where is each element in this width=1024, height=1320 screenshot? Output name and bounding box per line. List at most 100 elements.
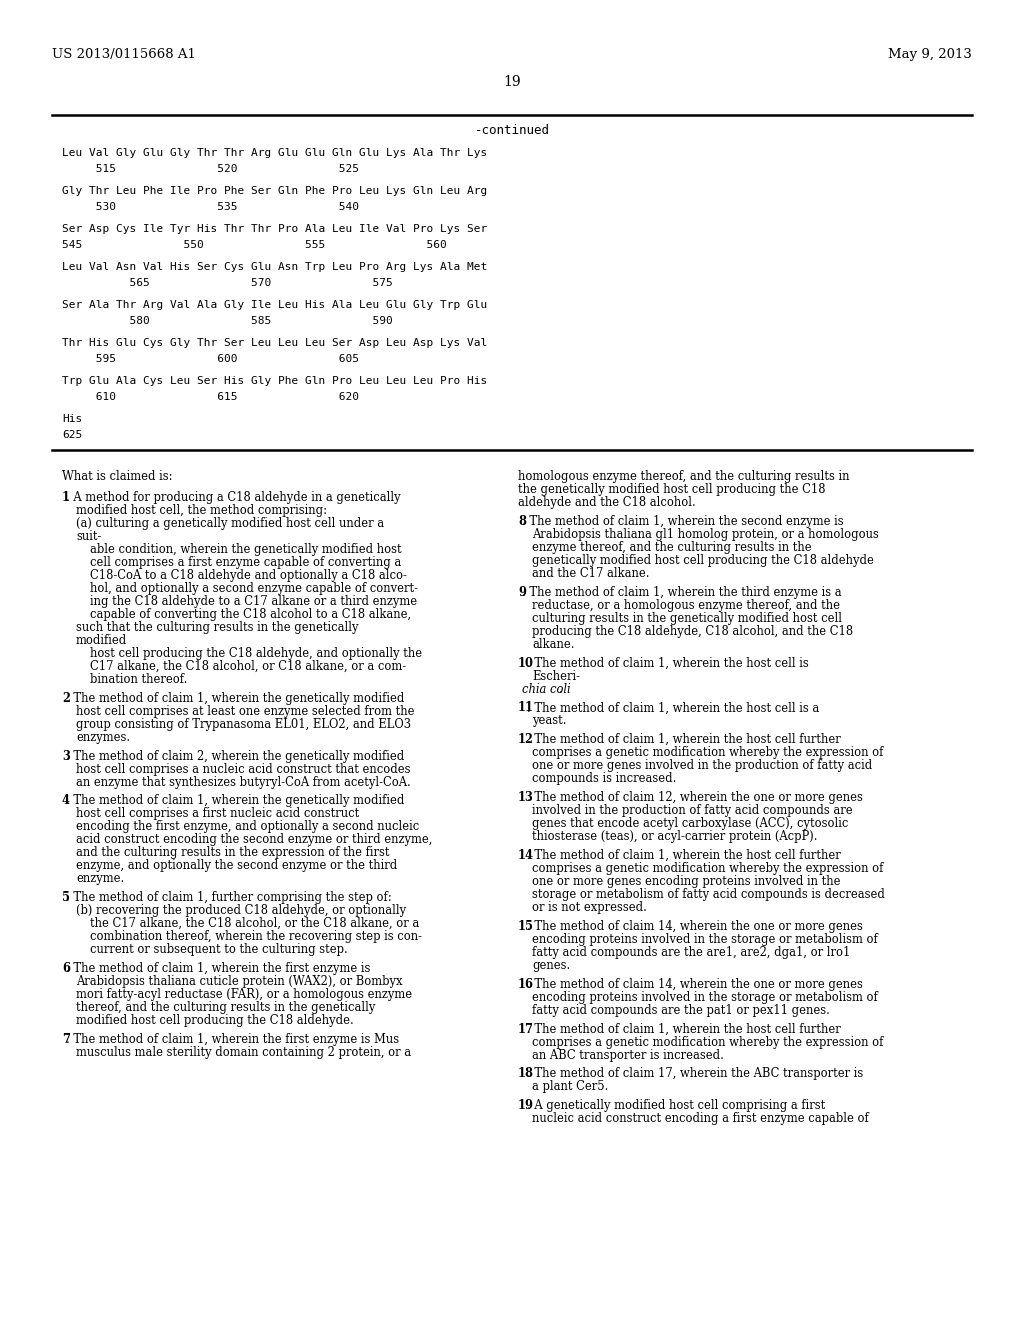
Text: Thr His Glu Cys Gly Thr Ser Leu Leu Leu Ser Asp Leu Asp Lys Val: Thr His Glu Cys Gly Thr Ser Leu Leu Leu … — [62, 338, 487, 348]
Text: 595               600               605: 595 600 605 — [62, 354, 359, 364]
Text: 11: 11 — [518, 701, 534, 714]
Text: 2: 2 — [62, 692, 70, 705]
Text: the genetically modified host cell producing the C18: the genetically modified host cell produ… — [518, 483, 825, 496]
Text: . The method of claim 1, wherein the second enzyme is: . The method of claim 1, wherein the sec… — [522, 515, 844, 528]
Text: . The method of claim 1, wherein the host cell is: . The method of claim 1, wherein the hos… — [526, 656, 809, 669]
Text: mori fatty-acyl reductase (FAR), or a homologous enzyme: mori fatty-acyl reductase (FAR), or a ho… — [76, 989, 412, 1001]
Text: Leu Val Asn Val His Ser Cys Glu Asn Trp Leu Pro Arg Lys Ala Met: Leu Val Asn Val His Ser Cys Glu Asn Trp … — [62, 261, 487, 272]
Text: an enzyme that synthesizes butyryl-CoA from acetyl-CoA.: an enzyme that synthesizes butyryl-CoA f… — [76, 776, 411, 788]
Text: . The method of claim 1, wherein the third enzyme is a: . The method of claim 1, wherein the thi… — [522, 586, 842, 599]
Text: host cell producing the C18 aldehyde, and optionally the: host cell producing the C18 aldehyde, an… — [90, 647, 422, 660]
Text: encoding the first enzyme, and optionally a second nucleic: encoding the first enzyme, and optionall… — [76, 821, 419, 833]
Text: the C17 alkane, the C18 alcohol, or the C18 alkane, or a: the C17 alkane, the C18 alcohol, or the … — [90, 917, 419, 931]
Text: 610               615               620: 610 615 620 — [62, 392, 359, 403]
Text: producing the C18 aldehyde, C18 alcohol, and the C18: producing the C18 aldehyde, C18 alcohol,… — [532, 624, 853, 638]
Text: C18-CoA to a C18 aldehyde and optionally a C18 alco-: C18-CoA to a C18 aldehyde and optionally… — [90, 569, 407, 582]
Text: yeast.: yeast. — [532, 714, 566, 727]
Text: an ABC transporter is increased.: an ABC transporter is increased. — [532, 1048, 724, 1061]
Text: storage or metabolism of fatty acid compounds is decreased: storage or metabolism of fatty acid comp… — [532, 888, 885, 902]
Text: enzyme, and optionally the second enzyme or the third: enzyme, and optionally the second enzyme… — [76, 859, 397, 873]
Text: one or more genes encoding proteins involved in the: one or more genes encoding proteins invo… — [532, 875, 841, 888]
Text: 14: 14 — [518, 849, 534, 862]
Text: .: . — [559, 682, 563, 696]
Text: (b) recovering the produced C18 aldehyde, or optionally: (b) recovering the produced C18 aldehyde… — [76, 904, 407, 917]
Text: encoding proteins involved in the storage or metabolism of: encoding proteins involved in the storag… — [532, 933, 878, 946]
Text: 4: 4 — [62, 795, 70, 808]
Text: genetically modified host cell producing the C18 aldehyde: genetically modified host cell producing… — [532, 554, 873, 566]
Text: aldehyde and the C18 alcohol.: aldehyde and the C18 alcohol. — [518, 496, 695, 510]
Text: genes that encode acetyl carboxylase (ACC), cytosolic: genes that encode acetyl carboxylase (AC… — [532, 817, 848, 830]
Text: musculus male sterility domain containing 2 protein, or a: musculus male sterility domain containin… — [76, 1045, 411, 1059]
Text: 545               550               555               560: 545 550 555 560 — [62, 240, 446, 249]
Text: host cell comprises at least one enzyme selected from the: host cell comprises at least one enzyme … — [76, 705, 415, 718]
Text: 1: 1 — [62, 491, 70, 504]
Text: enzyme thereof, and the culturing results in the: enzyme thereof, and the culturing result… — [532, 541, 812, 554]
Text: 19: 19 — [518, 1100, 534, 1113]
Text: -continued: -continued — [474, 124, 550, 137]
Text: . A method for producing a C18 aldehyde in a genetically: . A method for producing a C18 aldehyde … — [67, 491, 401, 504]
Text: . The method of claim 1, wherein the first enzyme is Mus: . The method of claim 1, wherein the fir… — [67, 1034, 399, 1045]
Text: . A genetically modified host cell comprising a first: . A genetically modified host cell compr… — [526, 1100, 825, 1113]
Text: . The method of claim 1, wherein the first enzyme is: . The method of claim 1, wherein the fir… — [67, 962, 371, 975]
Text: thiosterase (teas), or acyl-carrier protein (AcpP).: thiosterase (teas), or acyl-carrier prot… — [532, 830, 817, 843]
Text: 13: 13 — [518, 791, 534, 804]
Text: Arabidopsis thaliana cuticle protein (WAX2), or Bombyx: Arabidopsis thaliana cuticle protein (WA… — [76, 975, 402, 989]
Text: May 9, 2013: May 9, 2013 — [888, 48, 972, 61]
Text: comprises a genetic modification whereby the expression of: comprises a genetic modification whereby… — [532, 1035, 884, 1048]
Text: a plant Cer5.: a plant Cer5. — [532, 1080, 608, 1093]
Text: His: His — [62, 414, 82, 424]
Text: 15: 15 — [518, 920, 534, 933]
Text: hol, and optionally a second enzyme capable of convert-: hol, and optionally a second enzyme capa… — [90, 582, 418, 595]
Text: acid construct encoding the second enzyme or third enzyme,: acid construct encoding the second enzym… — [76, 833, 432, 846]
Text: 9: 9 — [518, 586, 526, 599]
Text: alkane.: alkane. — [532, 638, 574, 651]
Text: fatty acid compounds are the are1, are2, dga1, or lro1: fatty acid compounds are the are1, are2,… — [532, 946, 850, 958]
Text: . The method of claim 14, wherein the one or more genes: . The method of claim 14, wherein the on… — [526, 978, 862, 990]
Text: nucleic acid construct encoding a first enzyme capable of: nucleic acid construct encoding a first … — [532, 1113, 868, 1125]
Text: group consisting of Trypanasoma EL01, ELO2, and ELO3: group consisting of Trypanasoma EL01, EL… — [76, 718, 411, 731]
Text: Trp Glu Ala Cys Leu Ser His Gly Phe Gln Pro Leu Leu Leu Pro His: Trp Glu Ala Cys Leu Ser His Gly Phe Gln … — [62, 376, 487, 385]
Text: 515               520               525: 515 520 525 — [62, 164, 359, 174]
Text: Ser Asp Cys Ile Tyr His Thr Thr Pro Ala Leu Ile Val Pro Lys Ser: Ser Asp Cys Ile Tyr His Thr Thr Pro Ala … — [62, 224, 487, 234]
Text: 17: 17 — [518, 1023, 534, 1035]
Text: 8: 8 — [518, 515, 526, 528]
Text: involved in the production of fatty acid compounds are: involved in the production of fatty acid… — [532, 804, 853, 817]
Text: comprises a genetic modification whereby the expression of: comprises a genetic modification whereby… — [532, 746, 884, 759]
Text: . The method of claim 1, wherein the genetically modified: . The method of claim 1, wherein the gen… — [67, 692, 404, 705]
Text: one or more genes involved in the production of fatty acid: one or more genes involved in the produc… — [532, 759, 872, 772]
Text: host cell comprises a nucleic acid construct that encodes: host cell comprises a nucleic acid const… — [76, 763, 411, 776]
Text: reductase, or a homologous enzyme thereof, and the: reductase, or a homologous enzyme thereo… — [532, 599, 840, 611]
Text: . The method of claim 1, wherein the host cell further: . The method of claim 1, wherein the hos… — [526, 1023, 841, 1035]
Text: fatty acid compounds are the pat1 or pex11 genes.: fatty acid compounds are the pat1 or pex… — [532, 1003, 829, 1016]
Text: 16: 16 — [518, 978, 534, 990]
Text: compounds is increased.: compounds is increased. — [532, 772, 677, 785]
Text: 19: 19 — [503, 75, 521, 88]
Text: encoding proteins involved in the storage or metabolism of: encoding proteins involved in the storag… — [532, 990, 878, 1003]
Text: 10: 10 — [518, 656, 534, 669]
Text: enzymes.: enzymes. — [76, 731, 130, 743]
Text: 625: 625 — [62, 430, 82, 440]
Text: enzyme.: enzyme. — [76, 873, 124, 886]
Text: homologous enzyme thereof, and the culturing results in: homologous enzyme thereof, and the cultu… — [518, 470, 850, 483]
Text: 5: 5 — [62, 891, 70, 904]
Text: modified host cell producing the C18 aldehyde.: modified host cell producing the C18 ald… — [76, 1014, 353, 1027]
Text: Arabidopsis thaliana gl1 homolog protein, or a homologous: Arabidopsis thaliana gl1 homolog protein… — [532, 528, 879, 541]
Text: chia coli: chia coli — [522, 682, 570, 696]
Text: cell comprises a first enzyme capable of converting a: cell comprises a first enzyme capable of… — [90, 556, 401, 569]
Text: . The method of claim 1, wherein the host cell is a: . The method of claim 1, wherein the hos… — [526, 701, 819, 714]
Text: combination thereof, wherein the recovering step is con-: combination thereof, wherein the recover… — [90, 931, 422, 944]
Text: comprises a genetic modification whereby the expression of: comprises a genetic modification whereby… — [532, 862, 884, 875]
Text: such that the culturing results in the genetically: such that the culturing results in the g… — [76, 620, 358, 634]
Text: genes.: genes. — [532, 958, 570, 972]
Text: What is claimed is:: What is claimed is: — [62, 470, 172, 483]
Text: . The method of claim 1, wherein the host cell further: . The method of claim 1, wherein the hos… — [526, 849, 841, 862]
Text: 18: 18 — [518, 1068, 534, 1080]
Text: C17 alkane, the C18 alcohol, or C18 alkane, or a com-: C17 alkane, the C18 alcohol, or C18 alka… — [90, 660, 407, 673]
Text: able condition, wherein the genetically modified host: able condition, wherein the genetically … — [90, 543, 401, 556]
Text: . The method of claim 1, further comprising the step of:: . The method of claim 1, further compris… — [67, 891, 392, 904]
Text: or is not expressed.: or is not expressed. — [532, 902, 647, 913]
Text: 580               585               590: 580 585 590 — [62, 315, 393, 326]
Text: ing the C18 aldehyde to a C17 alkane or a third enzyme: ing the C18 aldehyde to a C17 alkane or … — [90, 595, 417, 607]
Text: Ser Ala Thr Arg Val Ala Gly Ile Leu His Ala Leu Glu Gly Trp Glu: Ser Ala Thr Arg Val Ala Gly Ile Leu His … — [62, 300, 487, 310]
Text: 7: 7 — [62, 1034, 70, 1045]
